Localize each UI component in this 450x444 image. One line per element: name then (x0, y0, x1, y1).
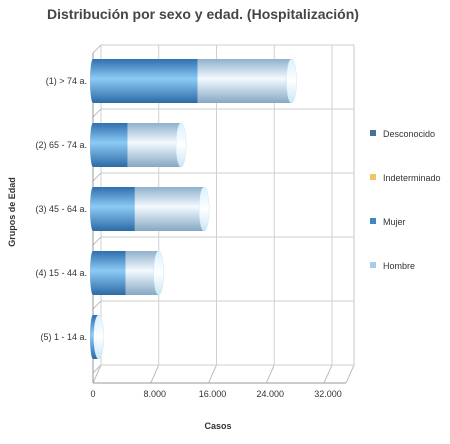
legend-swatch (370, 262, 376, 268)
x-tick-label: 0 (90, 389, 95, 399)
floor-edge (345, 364, 355, 384)
floor-gridline (150, 364, 160, 384)
side-separator (92, 364, 102, 374)
bar-mujer-4 (93, 251, 126, 295)
y-axis-label: Grupos de Edad (7, 177, 17, 247)
bar-hombre-1 (197, 59, 292, 103)
x-tick-label: 32.000 (314, 389, 342, 399)
side-separator (92, 172, 102, 182)
x-tick-label: 8.000 (143, 389, 166, 399)
y-tick-label: (4) 15 - 44 a. (35, 268, 87, 278)
side-separator (92, 44, 102, 54)
bar-mujer-2 (93, 123, 128, 167)
legend-label: Desconocido (383, 129, 435, 139)
bar-end-cap (198, 186, 210, 232)
legend-swatch (370, 130, 376, 136)
x-axis-label: Casos (204, 421, 231, 431)
bar-start-cap (90, 59, 96, 103)
bar-hombre-2 (127, 123, 182, 167)
y-tick-label: (3) 45 - 64 a. (35, 204, 87, 214)
bar-hombre-4 (125, 251, 159, 295)
bar-hombre-3 (134, 187, 205, 231)
bar-start-cap (90, 123, 96, 167)
bars (90, 58, 297, 360)
side-separator (92, 300, 102, 310)
legend-label: Mujer (383, 217, 406, 227)
bar-start-cap (90, 251, 96, 295)
bar-end-cap (153, 250, 164, 296)
legend: Desconocido Indeterminado Mujer Hombre (370, 129, 441, 271)
legend-label: Indeterminado (383, 173, 441, 183)
legend-swatch (370, 218, 376, 224)
x-tick-label: 24.000 (256, 389, 284, 399)
floor-gridline (323, 364, 333, 384)
bar-start-cap (90, 187, 96, 231)
bar-end-cap (286, 58, 297, 104)
side-separator (92, 108, 102, 118)
x-axis-ticks: 0 8.000 16.000 24.000 32.000 (90, 389, 341, 399)
bar-mujer-3 (93, 187, 135, 231)
bar-end-cap (175, 122, 187, 168)
floor-gridline (265, 364, 275, 384)
legend-label: Hombre (383, 261, 415, 271)
bar-end-cap (93, 314, 105, 360)
floor-gridline (92, 364, 102, 384)
y-axis-ticks: (1) > 74 a. (2) 65 - 74 a. (3) 45 - 64 a. (… (35, 76, 87, 342)
floor-gridline (208, 364, 217, 384)
legend-swatch (370, 174, 376, 180)
side-separator (92, 236, 102, 246)
y-tick-label: (5) 1 - 14 a. (40, 332, 87, 342)
bar-mujer-1 (93, 59, 198, 103)
y-tick-label: (2) 65 - 74 a. (35, 140, 87, 150)
y-tick-label: (1) > 74 a. (46, 76, 87, 86)
x-tick-label: 16.000 (199, 389, 227, 399)
chart-title: Distribución por sexo y edad. (Hospitali… (47, 6, 359, 22)
